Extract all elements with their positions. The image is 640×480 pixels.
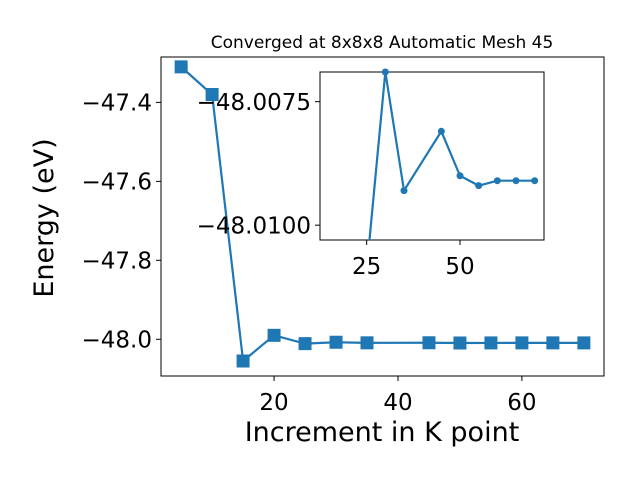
x-tick-label: 60	[507, 390, 536, 416]
chart-title: Converged at 8x8x8 Automatic Mesh 45	[211, 33, 554, 53]
data-point	[298, 337, 312, 351]
inset-data-point	[493, 177, 501, 185]
y-axis-label: Energy (eV)	[29, 138, 60, 297]
inset-plot-area: 25 50 −48.0100 −48.0075	[197, 68, 545, 280]
inset-data-point	[437, 127, 445, 135]
x-axis-label: Increment in K point	[245, 417, 520, 448]
y-tick-label: −47.6	[82, 170, 152, 196]
data-point	[546, 336, 560, 350]
inset-y-tick-label: −48.0075	[197, 90, 311, 116]
x-tick-label: 20	[259, 390, 288, 416]
inset-data-point	[400, 187, 408, 195]
data-point	[236, 354, 250, 368]
frame	[160, 56, 605, 377]
inset-data-point	[475, 182, 483, 190]
inset-x-tick-label: 25	[352, 254, 381, 280]
data-point	[174, 60, 188, 74]
data-point	[205, 88, 219, 102]
data-point	[329, 335, 343, 349]
data-point	[577, 336, 591, 350]
data-point	[422, 336, 436, 350]
data-point	[453, 336, 467, 350]
x-tick-label: 40	[383, 390, 412, 416]
data-point	[360, 336, 374, 350]
y-tick-label: −47.8	[82, 249, 152, 275]
inset-data-point	[381, 68, 389, 76]
data-point	[267, 328, 281, 342]
inset-data-point	[512, 177, 520, 185]
inset-data-point	[531, 177, 539, 185]
inset-background	[320, 72, 544, 240]
inset-frame	[319, 71, 545, 241]
y-tick-label: −48.0	[82, 328, 152, 354]
inset-y-tick-label: −48.0100	[197, 213, 311, 239]
inset-data-point	[456, 172, 464, 180]
data-point	[484, 336, 498, 350]
inset-x-tick-label: 50	[445, 254, 474, 280]
y-tick-label: −47.4	[82, 91, 152, 117]
data-point	[515, 336, 529, 350]
